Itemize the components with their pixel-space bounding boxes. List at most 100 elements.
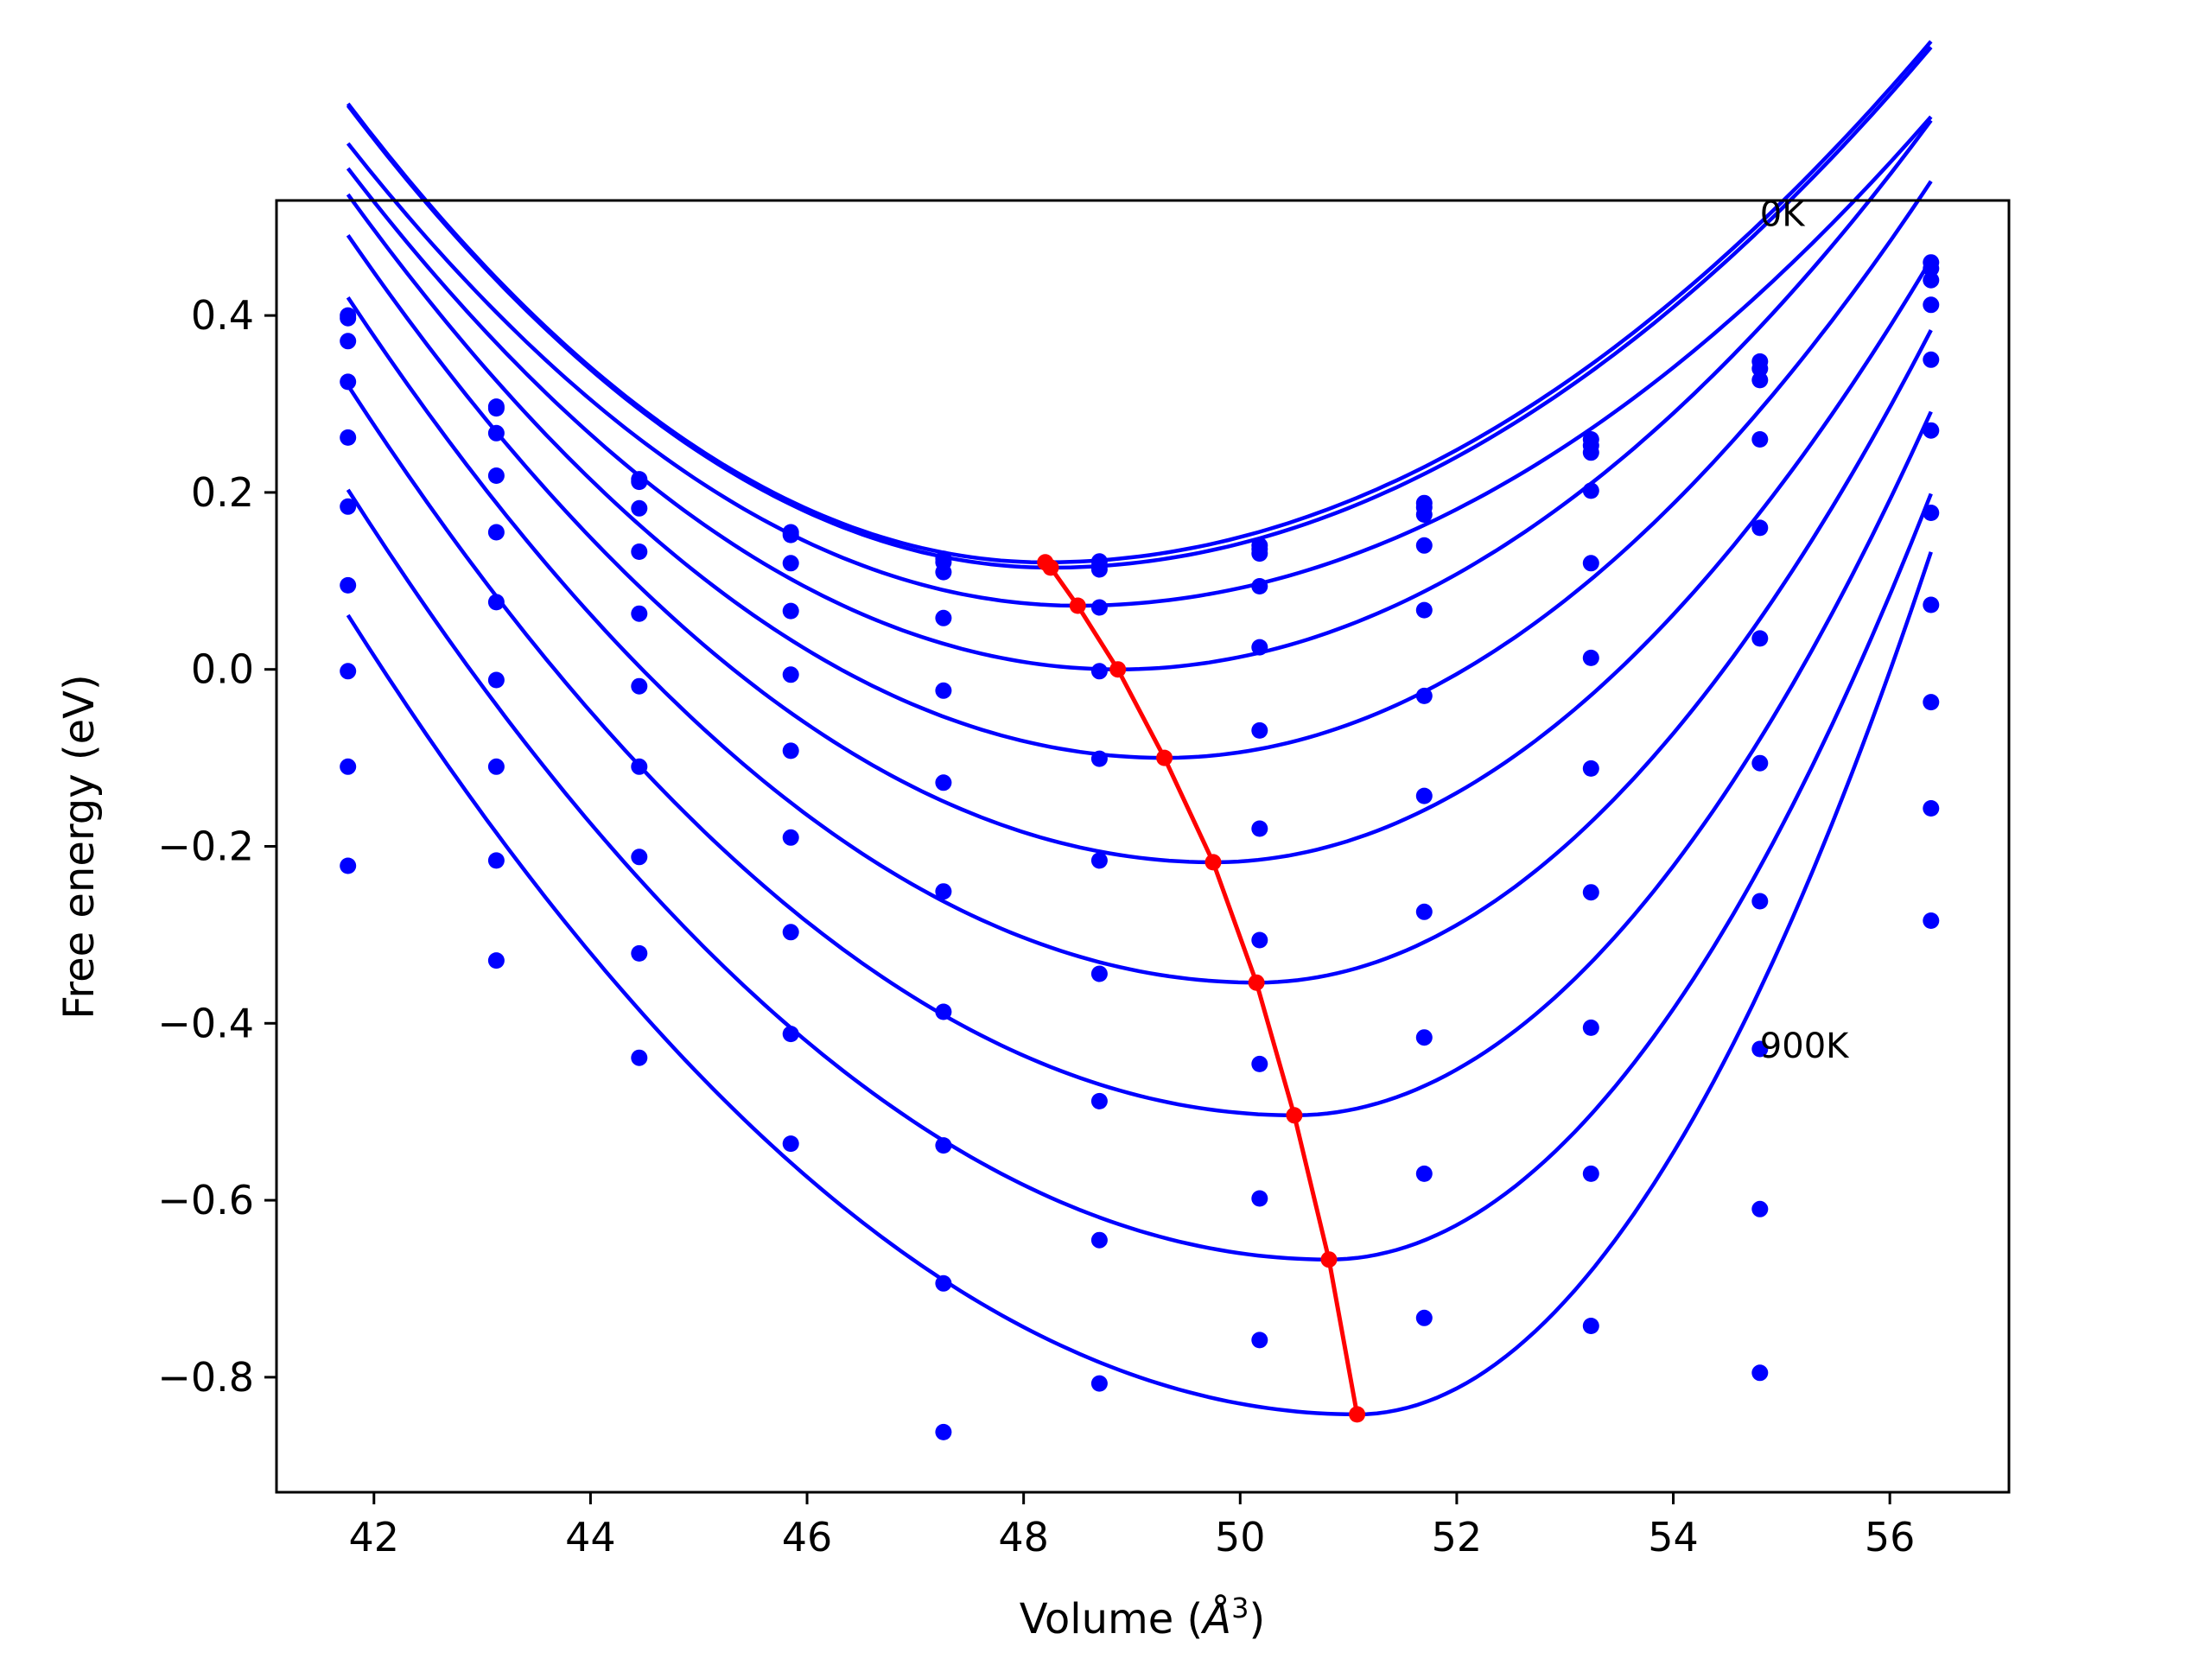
data-point-s4-1 bbox=[340, 373, 357, 391]
data-point-s7-6 bbox=[1090, 852, 1108, 869]
data-point-s5-8 bbox=[1415, 601, 1433, 619]
fit-curve-5 bbox=[346, 180, 1933, 760]
data-point-s3-3 bbox=[631, 499, 648, 517]
data-point-s10-2 bbox=[487, 952, 505, 969]
data-point-s9-6 bbox=[1090, 1092, 1108, 1109]
data-point-s5-4 bbox=[782, 666, 799, 683]
data-point-s10-5 bbox=[935, 1274, 952, 1292]
data-point-s10-7 bbox=[1251, 1190, 1268, 1207]
data-point-s3-9 bbox=[1582, 444, 1599, 461]
data-point-s5-7 bbox=[1251, 639, 1268, 656]
data-point-s10-1 bbox=[340, 857, 357, 874]
data-point-s8-1 bbox=[340, 663, 357, 680]
data-point-s9-2 bbox=[487, 852, 505, 869]
minimum-point-9 bbox=[1320, 1251, 1338, 1268]
data-point-s10-9 bbox=[1582, 1165, 1599, 1182]
data-point-s9-1 bbox=[340, 758, 357, 775]
data-point-s11-11 bbox=[1923, 912, 1940, 929]
data-point-s2-4 bbox=[782, 526, 799, 543]
data-point-s11-7 bbox=[1251, 1332, 1268, 1349]
data-point-s10-11 bbox=[1923, 800, 1940, 817]
x-tick-label-5: 52 bbox=[1432, 1514, 1483, 1560]
data-point-s3-8 bbox=[1415, 506, 1433, 523]
fit-curve-8 bbox=[346, 384, 1933, 1118]
data-point-s10-3 bbox=[631, 1049, 648, 1066]
data-point-s7-7 bbox=[1251, 820, 1268, 837]
fit-curve-3 bbox=[346, 115, 1933, 608]
data-point-s11-5 bbox=[935, 1423, 952, 1440]
data-point-s9-3 bbox=[631, 944, 648, 962]
y-tick-label-2: 0.0 bbox=[191, 646, 254, 693]
minimum-point-8 bbox=[1286, 1107, 1303, 1124]
y-tick-label-5: −0.6 bbox=[157, 1177, 254, 1224]
y-tick-label-4: −0.4 bbox=[157, 1000, 254, 1046]
data-point-s8-8 bbox=[1415, 903, 1433, 920]
data-point-s6-3 bbox=[631, 677, 648, 695]
data-point-s8-3 bbox=[631, 849, 648, 866]
data-point-s11-10 bbox=[1751, 1364, 1769, 1382]
data-point-s3-10 bbox=[1751, 372, 1769, 389]
data-point-s6-1 bbox=[340, 498, 357, 515]
data-point-s7-1 bbox=[340, 576, 357, 594]
y-tick-label-6: −0.8 bbox=[157, 1354, 254, 1401]
data-point-s3-7 bbox=[1251, 545, 1268, 563]
data-point-s8-4 bbox=[782, 924, 799, 941]
data-point-s4-3 bbox=[631, 543, 648, 560]
data-point-s2-10 bbox=[1751, 360, 1769, 378]
data-point-s8-5 bbox=[935, 1003, 952, 1020]
annotation-900k: 900K bbox=[1760, 1027, 1850, 1066]
data-point-s5-9 bbox=[1582, 555, 1599, 572]
data-point-s4-7 bbox=[1251, 578, 1268, 594]
data-point-s5-3 bbox=[631, 605, 648, 622]
data-point-s6-2 bbox=[487, 594, 505, 611]
x-axis-label: Volume (Å3) bbox=[1020, 1592, 1265, 1643]
data-point-s5-10 bbox=[1751, 519, 1769, 537]
minima-line bbox=[1043, 561, 1360, 1415]
fit-curve-9 bbox=[346, 488, 1933, 1262]
fit-curve-2 bbox=[346, 46, 1933, 570]
data-point-s8-7 bbox=[1251, 931, 1268, 949]
minimum-point-5 bbox=[1156, 749, 1173, 766]
minimum-point-10 bbox=[1349, 1406, 1366, 1423]
y-axis-label: Free energy (eV) bbox=[55, 674, 104, 1019]
y-tick-label-1: 0.2 bbox=[191, 469, 254, 516]
minimum-point-4 bbox=[1109, 661, 1127, 678]
data-point-s4-5 bbox=[935, 609, 952, 626]
data-point-s10-4 bbox=[782, 1135, 799, 1153]
annotation-0k: 0K bbox=[1760, 194, 1806, 234]
data-point-s9-9 bbox=[1582, 1019, 1599, 1036]
data-point-s4-8 bbox=[1415, 537, 1433, 554]
data-point-s4-11 bbox=[1923, 296, 1940, 314]
data-point-s7-8 bbox=[1415, 787, 1433, 804]
data-point-s2-11 bbox=[1923, 260, 1940, 277]
data-point-s5-5 bbox=[935, 682, 952, 699]
data-point-s11-8 bbox=[1415, 1309, 1433, 1326]
data-point-s3-4 bbox=[782, 555, 799, 572]
minimum-point-3 bbox=[1069, 597, 1086, 614]
data-point-s5-1 bbox=[340, 429, 357, 446]
data-point-s4-6 bbox=[1090, 599, 1108, 616]
data-point-s5-6 bbox=[1090, 663, 1108, 680]
x-tick-label-7: 56 bbox=[1865, 1514, 1916, 1560]
data-point-s3-6 bbox=[1090, 561, 1108, 578]
data-point-s5-2 bbox=[487, 524, 505, 541]
data-point-s7-2 bbox=[487, 671, 505, 689]
x-tick-label-3: 48 bbox=[998, 1514, 1049, 1560]
data-point-s9-7 bbox=[1251, 1055, 1268, 1072]
data-point-s10-8 bbox=[1415, 1165, 1433, 1182]
data-point-s6-9 bbox=[1582, 649, 1599, 666]
data-point-s9-8 bbox=[1415, 1029, 1433, 1046]
data-point-s4-9 bbox=[1582, 482, 1599, 499]
data-point-s9-11 bbox=[1923, 694, 1940, 711]
minimum-point-2 bbox=[1042, 559, 1059, 576]
fit-curve-7 bbox=[346, 296, 1933, 985]
data-point-s4-10 bbox=[1751, 431, 1769, 448]
data-point-s7-11 bbox=[1923, 505, 1940, 521]
data-point-s9-4 bbox=[782, 1026, 799, 1043]
x-tick-label-2: 46 bbox=[782, 1514, 833, 1560]
data-point-s6-4 bbox=[782, 742, 799, 760]
data-point-s4-4 bbox=[782, 602, 799, 620]
data-point-s6-11 bbox=[1923, 422, 1940, 439]
